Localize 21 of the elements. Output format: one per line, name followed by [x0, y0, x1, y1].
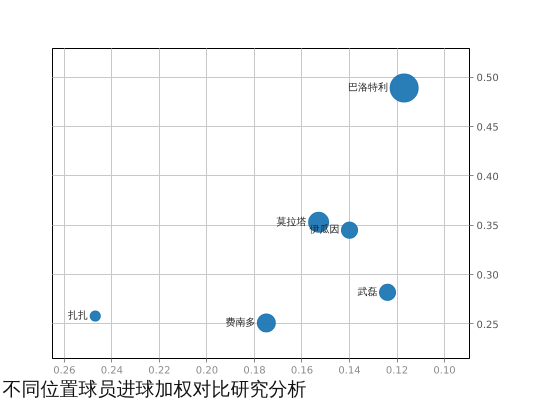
- x-tick-label: 0.26: [53, 366, 76, 376]
- x-tick-label: 0.14: [338, 366, 361, 376]
- y-tick-label: 0.40: [476, 172, 499, 183]
- x-tick-label: 0.16: [290, 366, 314, 376]
- y-tick-label: 0.50: [476, 73, 499, 84]
- x-tick-label: 0.10: [433, 366, 456, 376]
- y-tick-label: 0.25: [476, 320, 499, 331]
- series-label: 费南多: [225, 316, 256, 328]
- x-tick-label: 0.22: [148, 366, 171, 376]
- x-tick-label: 0.18: [243, 366, 266, 376]
- series-label: 莫拉塔: [276, 216, 307, 228]
- y-tick-label: 0.45: [476, 122, 499, 134]
- x-tick-label: 0.20: [196, 366, 218, 376]
- x-tick-label: 0.12: [386, 366, 408, 376]
- y-tick-label: 0.35: [476, 221, 499, 232]
- series-label: 扎扎: [68, 310, 88, 322]
- y-tick-label: 0.30: [476, 270, 499, 282]
- text: 不同位置球员进球加权对比研究分析: [2, 378, 306, 400]
- x-tick-label: 0.24: [100, 366, 124, 376]
- series-label: 巴洛特利: [348, 81, 388, 94]
- series-label: 武磊: [357, 286, 378, 298]
